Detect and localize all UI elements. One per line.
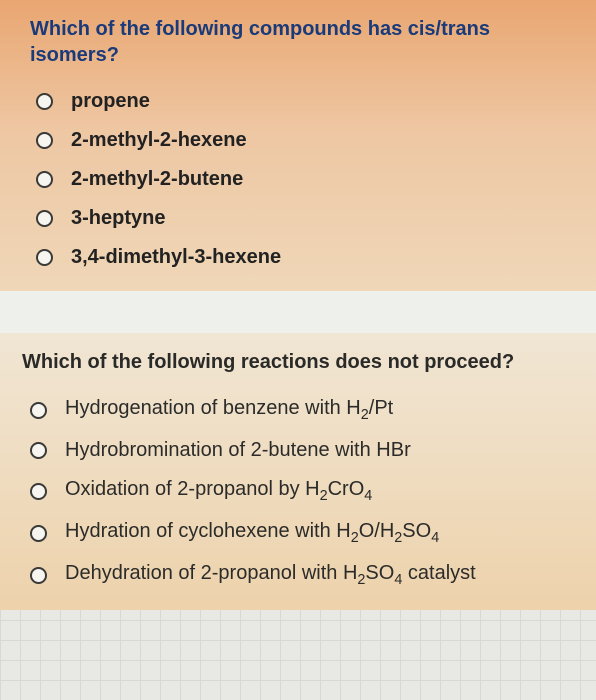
option-row[interactable]: 3-heptyne: [18, 199, 578, 238]
radio-icon[interactable]: [30, 442, 47, 459]
radio-icon[interactable]: [30, 567, 47, 584]
option-row[interactable]: Hydration of cyclohexene with H2O/H2SO4: [18, 512, 578, 554]
option-label: 3-heptyne: [71, 207, 165, 230]
option-label: Hydration of cyclohexene with H2O/H2SO4: [65, 520, 439, 546]
option-label: Hydrogenation of benzene with H2/Pt: [65, 397, 393, 423]
option-row[interactable]: Oxidation of 2-propanol by H2CrO4: [18, 470, 578, 512]
option-label: Dehydration of 2-propanol with H2SO4 cat…: [65, 562, 476, 588]
radio-icon[interactable]: [30, 483, 47, 500]
option-label: 3,4-dimethyl-3-hexene: [71, 246, 281, 269]
option-label: Oxidation of 2-propanol by H2CrO4: [65, 478, 372, 504]
question-card-1: Which of the following compounds has cis…: [0, 0, 596, 291]
question-card-2: Which of the following reactions does no…: [0, 333, 596, 610]
radio-icon[interactable]: [36, 171, 53, 188]
option-row[interactable]: Hydrogenation of benzene with H2/Pt: [18, 389, 578, 431]
option-row[interactable]: propene: [18, 82, 578, 121]
option-row[interactable]: 3,4-dimethyl-3-hexene: [18, 238, 578, 277]
option-label: 2-methyl-2-butene: [71, 168, 243, 191]
radio-icon[interactable]: [30, 402, 47, 419]
option-row[interactable]: 2-methyl-2-butene: [18, 160, 578, 199]
option-row[interactable]: 2-methyl-2-hexene: [18, 121, 578, 160]
option-row[interactable]: Dehydration of 2-propanol with H2SO4 cat…: [18, 554, 578, 596]
option-label: 2-methyl-2-hexene: [71, 129, 247, 152]
radio-icon[interactable]: [30, 525, 47, 542]
radio-icon[interactable]: [36, 93, 53, 110]
radio-icon[interactable]: [36, 132, 53, 149]
option-label: Hydrobromination of 2-butene with HBr: [65, 439, 411, 462]
option-row[interactable]: Hydrobromination of 2-butene with HBr: [18, 431, 578, 470]
question-text: Which of the following compounds has cis…: [30, 16, 578, 68]
radio-icon[interactable]: [36, 249, 53, 266]
question-text: Which of the following reactions does no…: [22, 349, 578, 375]
card-divider: [0, 291, 596, 333]
radio-icon[interactable]: [36, 210, 53, 227]
option-label: propene: [71, 90, 150, 113]
